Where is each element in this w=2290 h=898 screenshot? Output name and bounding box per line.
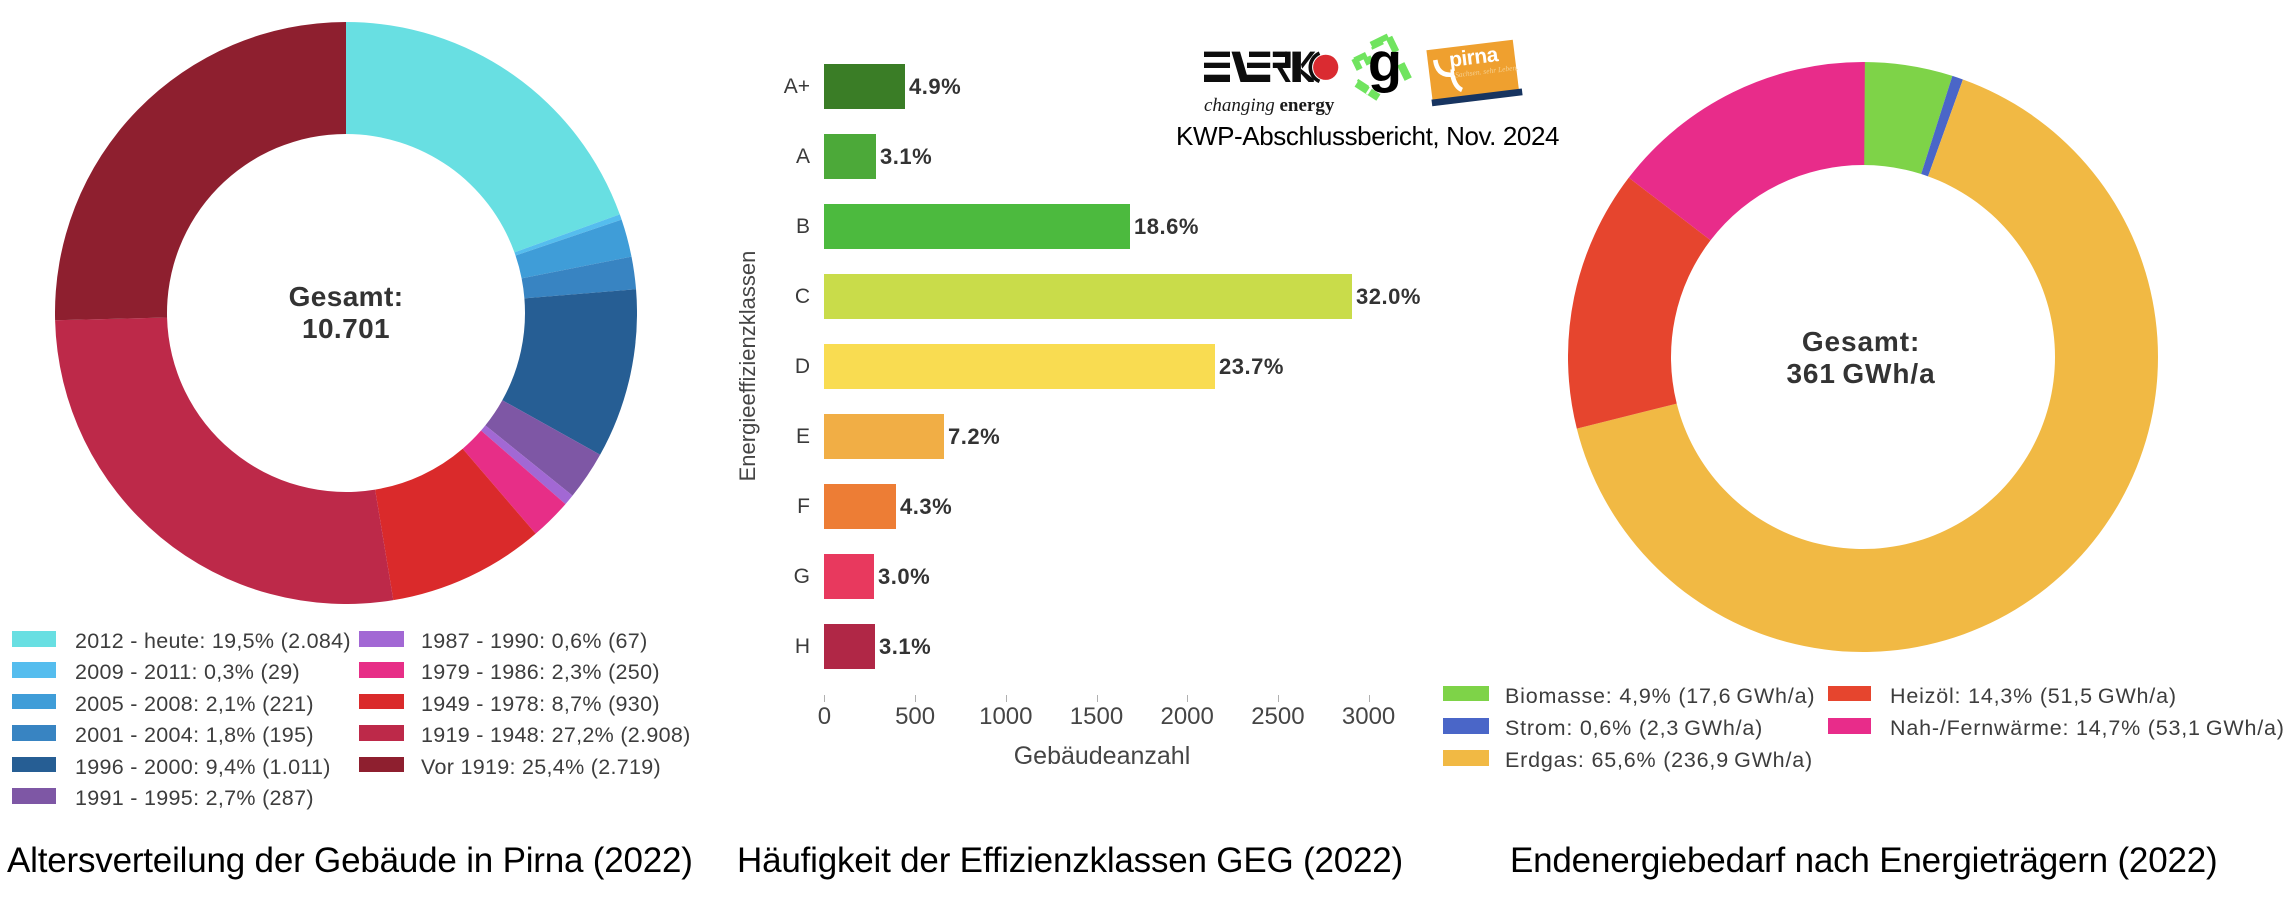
svg-text:changing energy: changing energy (1204, 95, 1335, 116)
svg-text:g: g (1368, 31, 1402, 94)
